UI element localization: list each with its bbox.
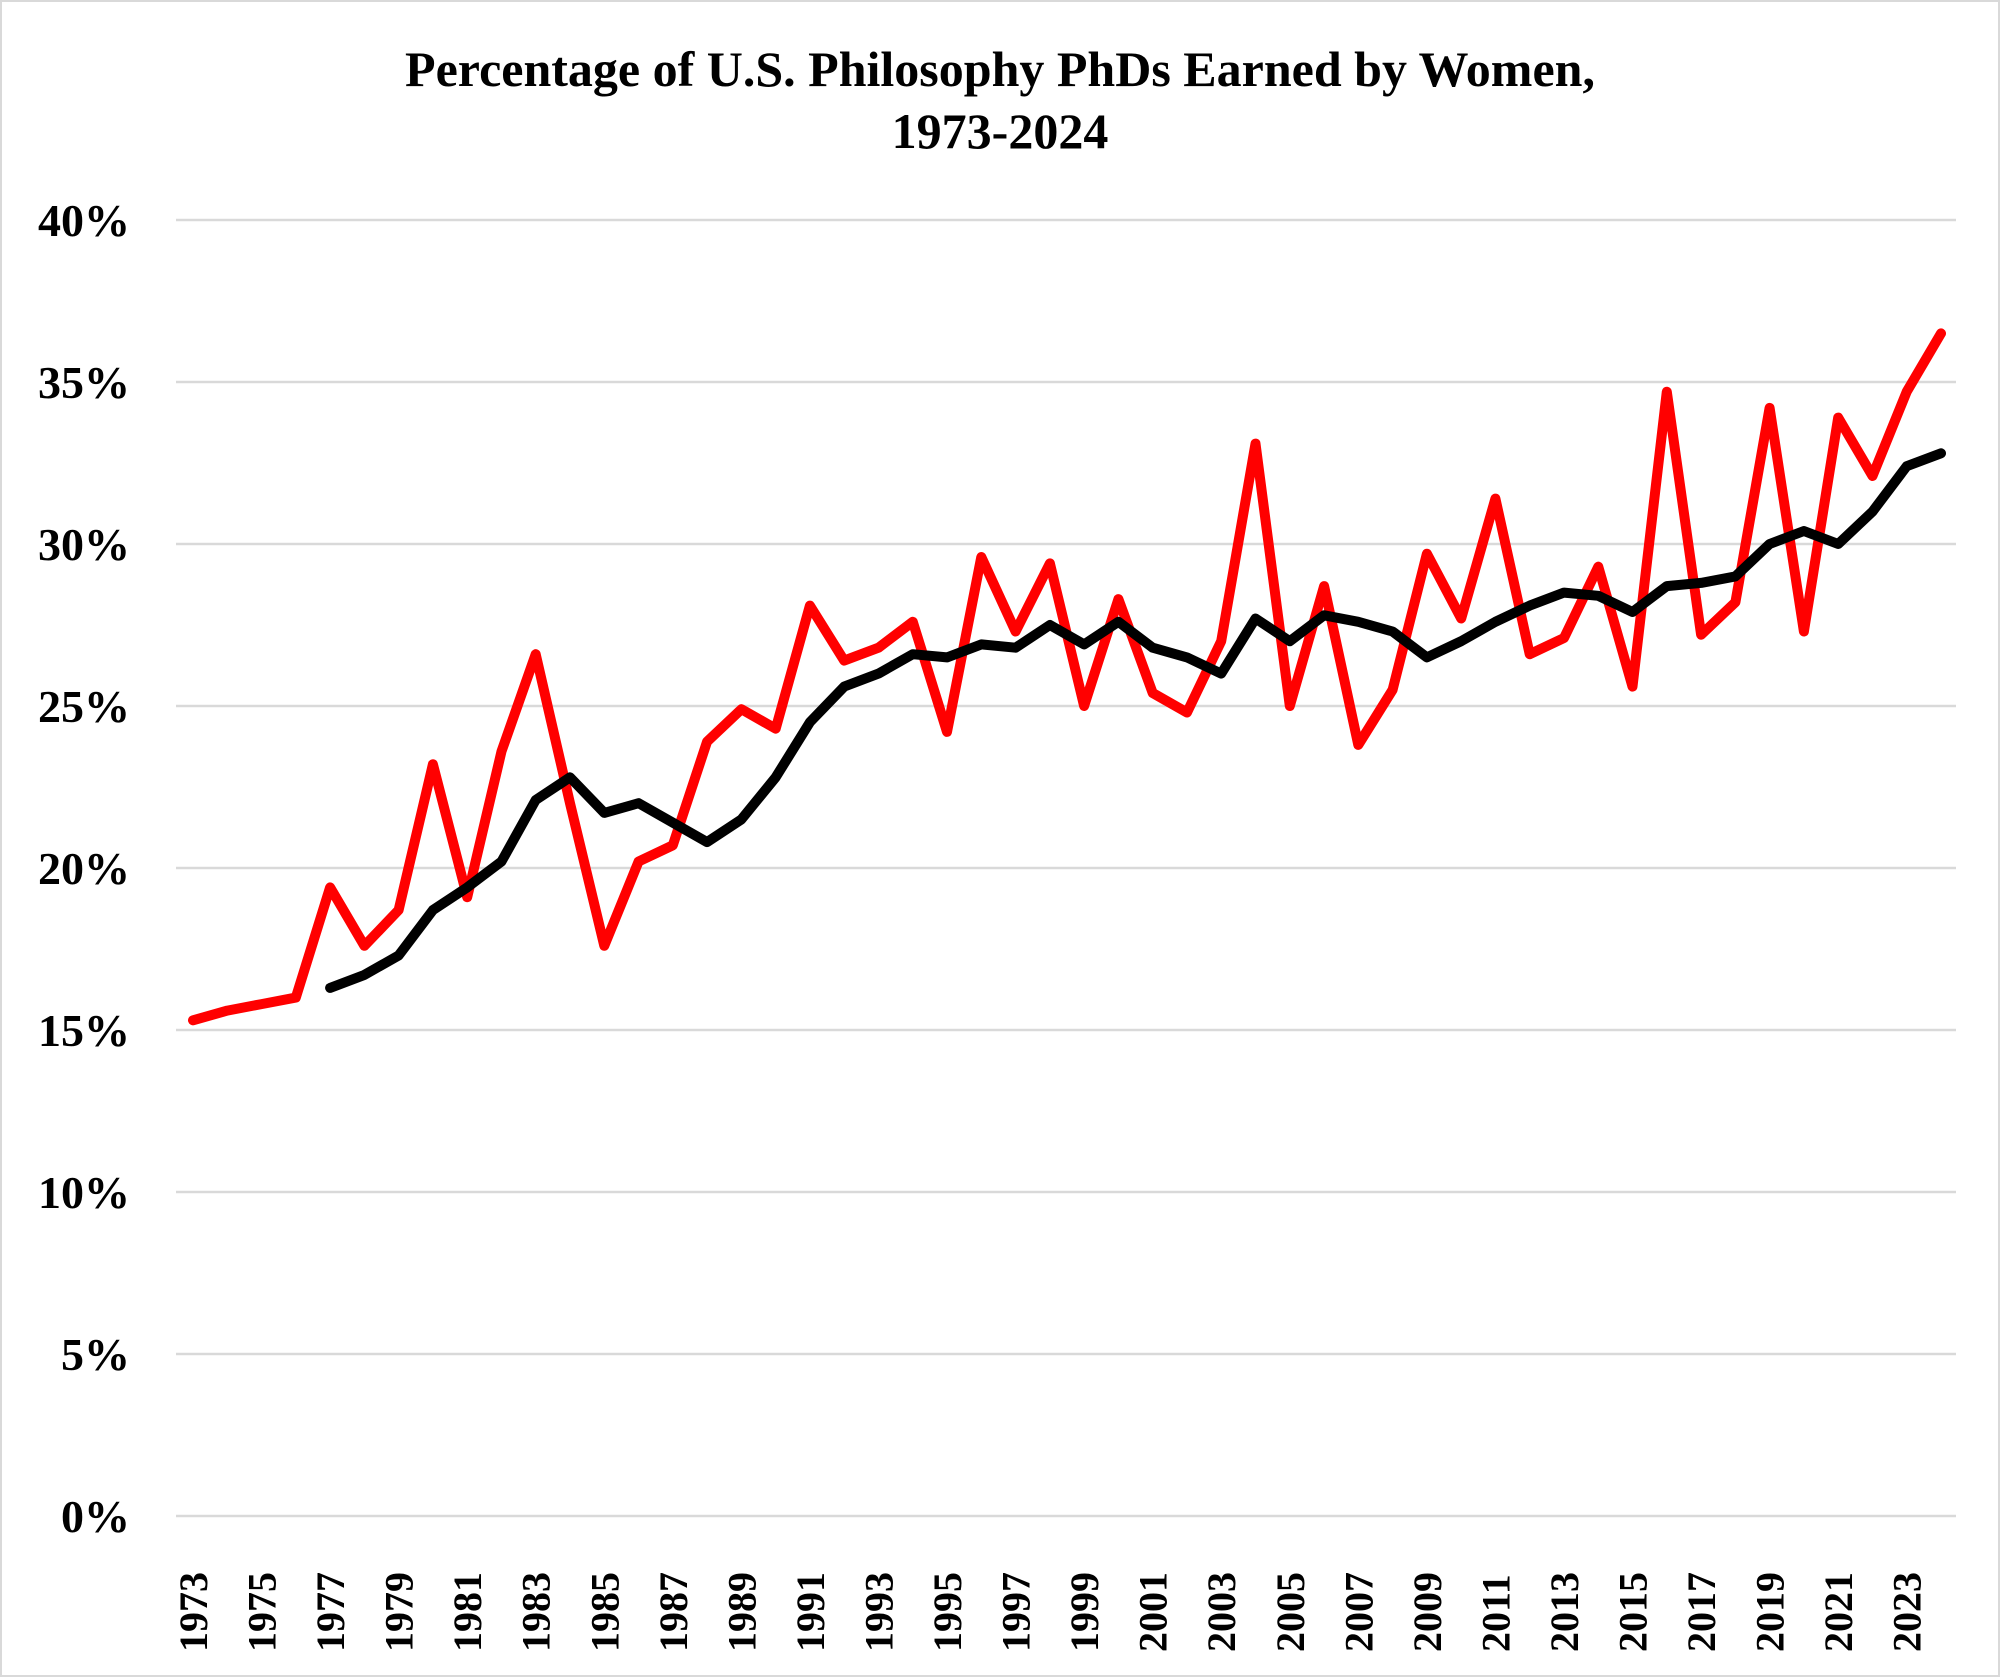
y-tick-label: 25%: [38, 681, 130, 732]
chart-title-line-2: 1973-2024: [891, 103, 1109, 159]
x-tick-label: 2023: [1885, 1572, 1930, 1652]
x-tick-label: 1973: [171, 1572, 216, 1652]
x-tick-label: 2017: [1679, 1572, 1724, 1652]
x-tick-label: 1999: [1062, 1572, 1107, 1652]
x-axis-tick-labels: 1973 1975 1977 1979 1981 1983 1985 1987 1989 1991…: [171, 1572, 1930, 1652]
x-tick-label: 1993: [856, 1572, 901, 1652]
series-moving-average: [325, 448, 1946, 993]
x-tick-label: 1985: [582, 1572, 627, 1652]
x-tick-label: 2011: [1473, 1574, 1518, 1652]
series-annual-percentage: [188, 328, 1946, 1026]
x-tick-label: 1983: [514, 1572, 559, 1652]
y-axis-tick-labels: 0% 5% 10% 15% 20% 25% 30% 35% 40%: [38, 195, 130, 1542]
x-tick-label: 2009: [1405, 1572, 1450, 1652]
gridlines: [176, 218, 1956, 1518]
x-tick-label: 2001: [1131, 1572, 1176, 1652]
x-tick-label: 2013: [1542, 1572, 1587, 1652]
y-tick-label: 20%: [38, 843, 130, 894]
x-tick-label: 2007: [1336, 1572, 1381, 1652]
x-tick-label: 2015: [1611, 1572, 1656, 1652]
x-tick-label: 2019: [1748, 1572, 1793, 1652]
x-tick-label: 2003: [1199, 1572, 1244, 1652]
x-tick-label: 1977: [308, 1572, 353, 1652]
series-line: [188, 328, 1946, 1026]
y-tick-label: 40%: [38, 195, 130, 246]
x-tick-label: 1997: [994, 1572, 1039, 1652]
x-tick-label: 1981: [445, 1572, 490, 1652]
x-tick-label: 1975: [240, 1572, 285, 1652]
x-tick-label: 2021: [1816, 1572, 1861, 1652]
series-lines: [188, 328, 1946, 1026]
x-tick-label: 1989: [719, 1572, 764, 1652]
chart-title: Percentage of U.S. Philosophy PhDs Earne…: [0, 38, 2000, 162]
y-tick-label: 0%: [61, 1491, 130, 1542]
y-tick-label: 35%: [38, 357, 130, 408]
x-tick-label: 2005: [1268, 1572, 1313, 1652]
x-tick-label: 1979: [377, 1572, 422, 1652]
y-tick-label: 30%: [38, 519, 130, 570]
y-tick-label: 10%: [38, 1167, 130, 1218]
series-line: [325, 448, 1946, 993]
x-tick-label: 1991: [788, 1572, 833, 1652]
x-tick-label: 1987: [651, 1572, 696, 1652]
chart-title-line-1: Percentage of U.S. Philosophy PhDs Earne…: [405, 41, 1595, 97]
y-tick-label: 15%: [38, 1005, 130, 1056]
y-tick-label: 5%: [61, 1329, 130, 1380]
x-tick-label: 1995: [925, 1572, 970, 1652]
